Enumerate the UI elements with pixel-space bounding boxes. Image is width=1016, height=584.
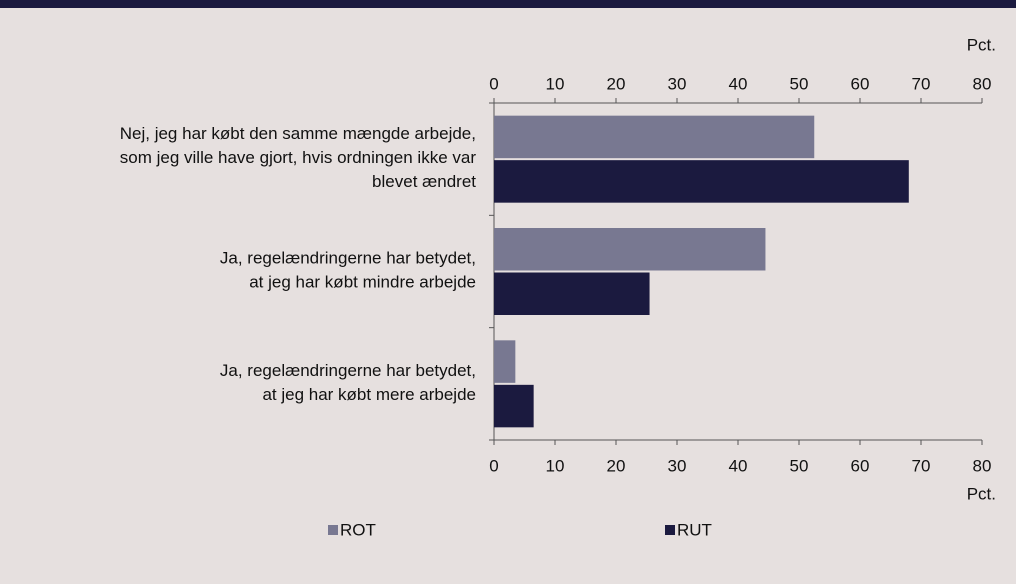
- bar: [494, 384, 534, 428]
- top-band: [0, 0, 1016, 8]
- x-tick-label-top: 40: [729, 74, 748, 93]
- x-tick-label-top: 30: [668, 74, 687, 93]
- x-tick-label-bottom: 0: [489, 456, 498, 475]
- x-tick-label-top: 80: [973, 74, 992, 93]
- x-tick-label-top: 60: [851, 74, 870, 93]
- bar: [494, 228, 766, 271]
- category-label: Ja, regelændringerne har betydet, at jeg …: [220, 249, 476, 292]
- x-tick-label-bottom: 60: [851, 456, 870, 475]
- legend-swatch: [328, 525, 338, 535]
- x-tick-label-top: 70: [912, 74, 931, 93]
- x-tick-label-top: 0: [489, 74, 498, 93]
- category-label: Ja, regelændringerne har betydet, at jeg …: [220, 361, 476, 404]
- legend-label: RUT: [677, 520, 712, 539]
- x-axis-label-bottom: Pct.: [967, 484, 996, 503]
- x-tick-label-bottom: 10: [546, 456, 565, 475]
- x-tick-label-bottom: 70: [912, 456, 931, 475]
- bar: [494, 340, 516, 383]
- legend-label: ROT: [340, 520, 376, 539]
- bar: [494, 160, 909, 203]
- x-tick-label-bottom: 50: [790, 456, 809, 475]
- x-tick-label-bottom: 30: [668, 456, 687, 475]
- x-tick-label-top: 50: [790, 74, 809, 93]
- bar: [494, 115, 815, 159]
- x-tick-label-top: 20: [607, 74, 626, 93]
- x-tick-label-bottom: 20: [607, 456, 626, 475]
- x-tick-label-bottom: 40: [729, 456, 748, 475]
- x-tick-label-bottom: 80: [973, 456, 992, 475]
- x-tick-label-top: 10: [546, 74, 565, 93]
- legend-swatch: [665, 525, 675, 535]
- bar: [494, 272, 650, 315]
- x-axis-label-top: Pct.: [967, 35, 996, 54]
- category-label: Nej, jeg har købt den samme mængde arbej…: [120, 125, 477, 192]
